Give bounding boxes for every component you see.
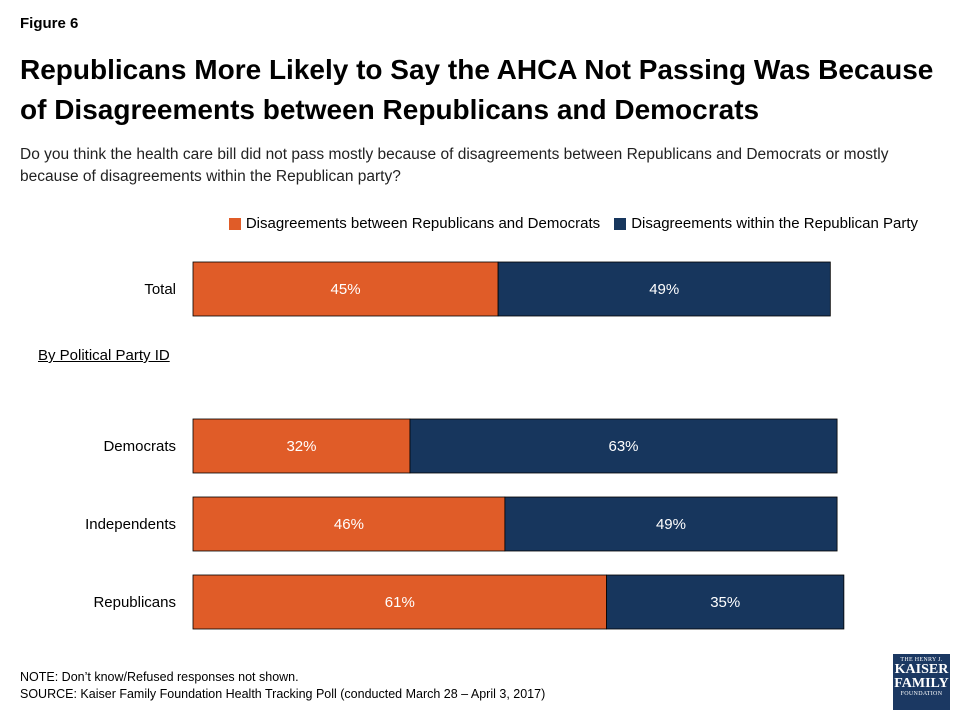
source-text: SOURCE: Kaiser Family Foundation Health … — [20, 687, 546, 701]
data-label-democrats-within: 63% — [609, 438, 639, 455]
bar-republicans-between — [192, 574, 607, 630]
logo-line-4: FOUNDATION — [900, 691, 943, 697]
bar-independents-within — [504, 496, 838, 552]
category-label-democrats: Democrats — [103, 438, 176, 455]
bar-total-within — [497, 261, 831, 317]
data-label-total-between: 45% — [331, 281, 361, 298]
legend-label-between: Disagreements between Republicans and De… — [245, 215, 601, 232]
category-label-total: Total — [144, 281, 176, 298]
section-label: By Political Party ID — [38, 347, 170, 364]
note-text: NOTE: Don’t know/Refused responses not s… — [20, 670, 299, 684]
data-label-republicans-within: 35% — [710, 594, 740, 611]
logo-line-3: FAMILY — [894, 676, 949, 691]
chart-subtitle: Do you think the health care bill did no… — [20, 146, 889, 185]
data-label-total-within: 49% — [649, 281, 679, 298]
category-label-republicans: Republicans — [93, 594, 176, 611]
bar-democrats-within — [409, 418, 838, 474]
legend-swatch-within — [614, 217, 627, 230]
logo-line-2: KAISER — [894, 662, 949, 677]
legend: Disagreements between Republicans and De… — [228, 215, 918, 232]
chart-title: Republicans More Likely to Say the AHCA … — [20, 54, 934, 125]
logo-line-1: THE HENRY J. — [900, 657, 943, 663]
bar-democrats-between — [192, 418, 411, 474]
data-label-democrats-between: 32% — [286, 438, 316, 455]
category-label-independents: Independents — [85, 516, 176, 533]
footnote: NOTE: Don’t know/Refused responses not s… — [20, 669, 545, 703]
data-label-independents-within: 49% — [656, 516, 686, 533]
legend-swatch-between — [228, 217, 241, 230]
legend-item-between: Disagreements between Republicans and De… — [228, 215, 601, 232]
bar-independents-between — [192, 496, 506, 552]
bar-republicans-within — [606, 574, 845, 630]
data-label-republicans-between: 61% — [385, 594, 415, 611]
data-label-independents-between: 46% — [334, 516, 364, 533]
figure-label: Figure 6 — [20, 15, 79, 32]
legend-item-within: Disagreements within the Republican Part… — [614, 215, 918, 232]
legend-label-within: Disagreements within the Republican Part… — [631, 215, 918, 232]
kff-logo: THE HENRY J. KAISER FAMILY FOUNDATION — [893, 654, 950, 710]
